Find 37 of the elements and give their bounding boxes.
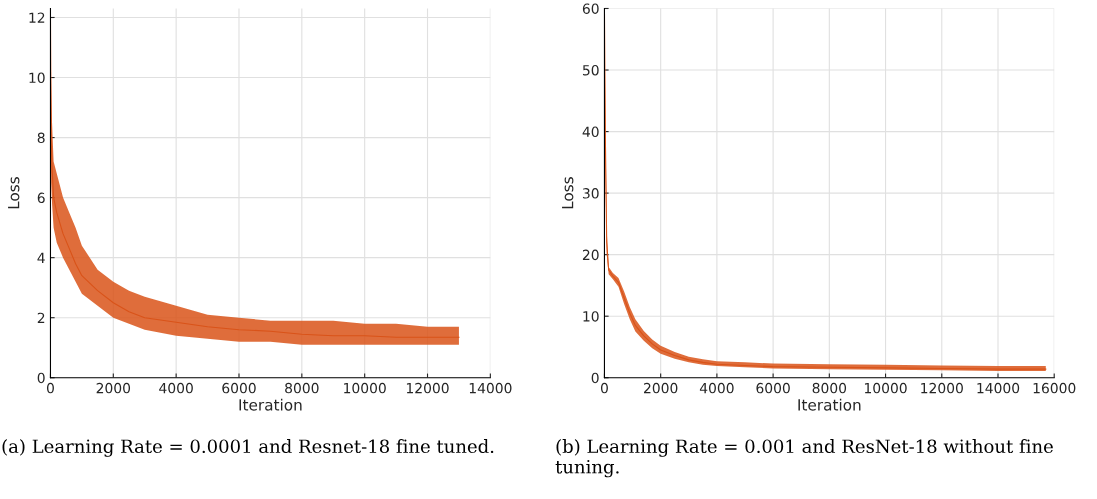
y-tick-label: 20 <box>582 249 599 261</box>
x-tick-label: 6000 <box>222 382 256 394</box>
x-tick-label: 0 <box>600 382 608 394</box>
x-tick-label: 8000 <box>285 382 319 394</box>
x-tick-label: 10000 <box>864 382 907 394</box>
x-tick-label: 6000 <box>756 382 790 394</box>
x-tick-label: 12000 <box>406 382 449 394</box>
y-tick-label: 10 <box>29 72 45 84</box>
x-tick-label: 0 <box>46 382 54 394</box>
y-tick-label: 4 <box>37 252 45 263</box>
y-tick-label: 0 <box>37 372 45 384</box>
y-tick-label: 10 <box>583 311 599 322</box>
x-tick-label: 2000 <box>644 382 678 394</box>
x-tick-label: 14000 <box>469 382 512 394</box>
x-tick-label: 14000 <box>977 382 1020 394</box>
x-tick-label: 4000 <box>699 382 734 394</box>
x-axis-title: Iteration <box>798 398 861 411</box>
y-axis-title: Loss <box>8 177 20 209</box>
y-tick-label: 30 <box>582 188 599 199</box>
x-tick-label: 2000 <box>96 382 131 394</box>
y-tick-label: 12 <box>29 12 45 23</box>
x-tick-label: 4000 <box>159 382 193 394</box>
y-tick-label: 60 <box>582 3 599 14</box>
y-tick-label: 50 <box>582 64 599 76</box>
x-tick-label: 12000 <box>921 382 963 394</box>
y-tick-label: 40 <box>582 126 599 138</box>
y-tick-label: 0 <box>591 372 599 384</box>
x-tick-label: 10000 <box>344 382 386 394</box>
text: (b) Learning Rate = 0.001 and ResNet-18 without fine tuning. <box>555 439 1053 478</box>
x-axis-title: Iteration <box>239 398 302 411</box>
y-tick-label: 2 <box>37 312 45 323</box>
x-tick-label: 16000 <box>1033 382 1076 394</box>
y-tick-label: 8 <box>37 132 45 144</box>
y-axis-title: Loss <box>562 177 574 209</box>
y-tick-label: 6 <box>37 192 45 204</box>
x-tick-label: 8000 <box>812 382 847 394</box>
text: (a) Learning Rate = 0.0001 and Resnet-18 fine tuned. <box>2 439 494 457</box>
